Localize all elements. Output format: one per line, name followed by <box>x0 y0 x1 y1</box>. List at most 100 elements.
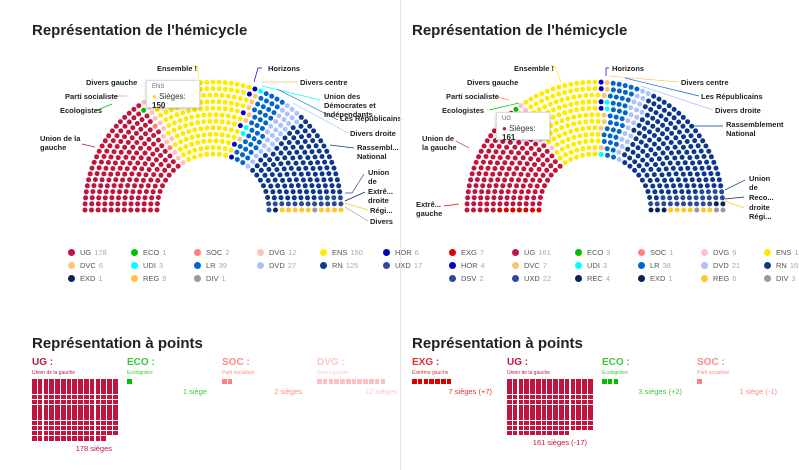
seat-dvd[interactable] <box>622 131 628 136</box>
seat-ens[interactable] <box>592 145 598 150</box>
seat-ug[interactable] <box>87 171 93 177</box>
seat-ug[interactable] <box>166 172 172 178</box>
seat-rn[interactable] <box>317 189 323 195</box>
seat-ug[interactable] <box>524 150 530 156</box>
seat-ug[interactable] <box>163 177 169 183</box>
seat-lr[interactable] <box>613 114 619 120</box>
seat-ug[interactable] <box>507 183 513 188</box>
seat-dvg[interactable] <box>157 120 163 126</box>
seat-ens[interactable] <box>544 88 550 94</box>
seat-ug[interactable] <box>524 141 530 147</box>
seat-ug[interactable] <box>148 177 154 183</box>
seat-rn[interactable] <box>682 177 688 183</box>
seat-dsv[interactable] <box>699 189 705 195</box>
seat-ug[interactable] <box>133 130 139 136</box>
seat-rn[interactable] <box>656 104 662 110</box>
seat-ug[interactable] <box>528 156 534 162</box>
seat-lr[interactable] <box>604 126 610 132</box>
seat-lr[interactable] <box>614 121 619 127</box>
seat-ug[interactable] <box>486 183 492 189</box>
seat-dvd[interactable] <box>631 99 637 105</box>
seat-rn[interactable] <box>681 134 686 140</box>
seat-ens[interactable] <box>204 105 210 111</box>
legend-item-dvd[interactable]: DVD 27 <box>257 260 320 270</box>
seat-ens[interactable] <box>201 132 207 138</box>
seat-rn[interactable] <box>716 177 722 183</box>
seat-rn[interactable] <box>669 177 674 183</box>
seat-ug[interactable] <box>536 147 542 153</box>
seat-ug[interactable] <box>170 159 176 165</box>
seat-ug[interactable] <box>125 183 131 188</box>
seat-dvd[interactable] <box>268 123 274 129</box>
legend-item-rec[interactable]: REC 4 <box>575 273 638 283</box>
hemicycle-chart[interactable] <box>0 0 400 240</box>
seat-ens[interactable] <box>563 152 568 158</box>
seat-ug[interactable] <box>153 157 159 163</box>
seat-ens[interactable] <box>528 96 534 102</box>
seat-ens[interactable] <box>231 94 237 100</box>
seat-uxd[interactable] <box>266 201 272 207</box>
seat-ens[interactable] <box>174 112 180 118</box>
seat-ug[interactable] <box>541 143 547 149</box>
seat-rn[interactable] <box>651 133 657 138</box>
seat-ug[interactable] <box>517 160 523 166</box>
seat-lr[interactable] <box>260 133 266 139</box>
seat-rn[interactable] <box>287 130 293 136</box>
seat-lr[interactable] <box>269 101 275 107</box>
seat-rn[interactable] <box>297 154 303 160</box>
seat-rn[interactable] <box>274 145 280 151</box>
seat-ens[interactable] <box>577 140 583 146</box>
seat-ug[interactable] <box>557 163 563 169</box>
seat-rn[interactable] <box>302 183 308 189</box>
seat-ug[interactable] <box>497 201 503 207</box>
seat-rn[interactable] <box>302 139 308 144</box>
legend-item-soc[interactable]: SOC 1 <box>638 247 701 257</box>
seat-rn[interactable] <box>311 128 317 134</box>
seat-ens[interactable] <box>225 93 231 99</box>
seat-rn[interactable] <box>704 183 710 189</box>
seat-ug[interactable] <box>472 189 478 195</box>
seat-rn[interactable] <box>651 101 657 107</box>
seat-uxd[interactable] <box>648 201 654 207</box>
seat-uxd[interactable] <box>305 201 311 207</box>
seat-lr[interactable] <box>611 154 616 160</box>
seat-ug[interactable] <box>154 166 160 172</box>
seat-dvg[interactable] <box>160 133 166 139</box>
seat-ens[interactable] <box>207 92 213 98</box>
seat-ens[interactable] <box>583 119 589 125</box>
seat-rn[interactable] <box>306 144 312 149</box>
seat-ug[interactable] <box>142 195 148 201</box>
seat-ens[interactable] <box>562 103 568 109</box>
seat-ug[interactable] <box>524 161 530 167</box>
seat-uxd[interactable] <box>318 195 324 201</box>
seat-ug[interactable] <box>118 128 124 134</box>
seat-dvd[interactable] <box>273 127 279 133</box>
seat-rn[interactable] <box>660 161 666 167</box>
seat-dvc[interactable] <box>246 105 252 111</box>
seat-ug[interactable] <box>486 148 492 154</box>
seat-ug[interactable] <box>143 131 148 137</box>
seat-dvg[interactable] <box>169 136 175 142</box>
seat-ug[interactable] <box>83 189 89 195</box>
seat-ug[interactable] <box>530 177 536 183</box>
seat-ug[interactable] <box>104 183 110 189</box>
seat-uxd[interactable] <box>713 195 719 201</box>
seat-rn[interactable] <box>272 177 278 183</box>
seat-ug[interactable] <box>143 172 149 178</box>
seat-uxd[interactable] <box>324 195 330 201</box>
seat-ens[interactable] <box>560 139 566 145</box>
seat-dvd[interactable] <box>625 125 631 131</box>
seat-rn[interactable] <box>298 171 304 177</box>
seat-ug[interactable] <box>481 177 487 183</box>
seat-rn[interactable] <box>333 171 339 177</box>
seat-ug[interactable] <box>497 155 503 161</box>
seat-lr[interactable] <box>610 87 616 93</box>
seat-ug[interactable] <box>158 172 164 178</box>
seat-ug[interactable] <box>144 113 150 119</box>
seat-ens[interactable] <box>580 152 585 158</box>
seat-rn[interactable] <box>290 155 296 161</box>
seat-ug[interactable] <box>109 195 115 201</box>
seat-ens[interactable] <box>216 105 222 111</box>
seat-ug[interactable] <box>514 183 519 189</box>
seat-uxd[interactable] <box>707 201 713 207</box>
